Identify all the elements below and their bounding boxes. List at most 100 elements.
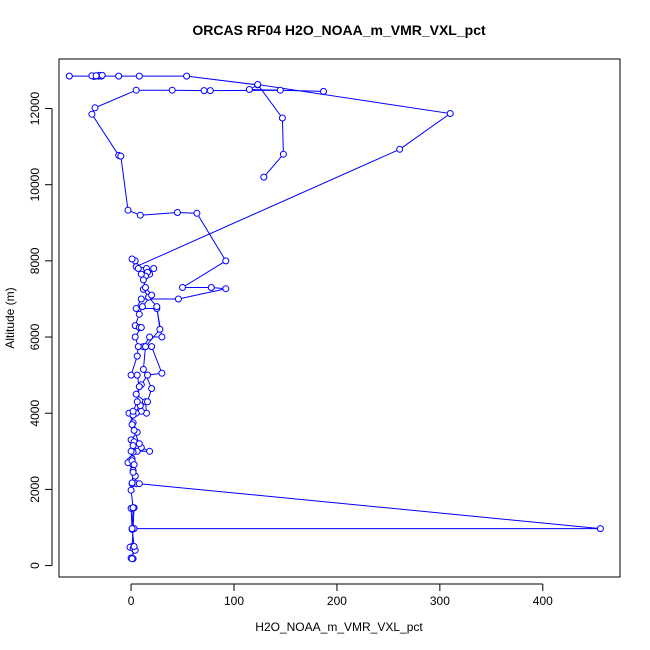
data-point — [279, 150, 287, 158]
data-point — [222, 257, 230, 265]
data-point — [396, 145, 404, 153]
x-tick-label: 200 — [327, 594, 347, 608]
y-tick-label: 0 — [28, 562, 42, 569]
data-point — [596, 525, 604, 533]
data-point — [135, 72, 143, 80]
x-tick-label: 300 — [430, 594, 450, 608]
data-point — [146, 447, 154, 455]
data-point — [200, 87, 208, 95]
data-point — [156, 325, 164, 333]
data-point — [135, 480, 143, 488]
data-point — [88, 110, 96, 118]
data-point — [148, 385, 156, 392]
data-point — [144, 398, 151, 406]
plot-frame — [58, 58, 621, 578]
data-point — [278, 114, 286, 122]
data-point — [128, 421, 136, 429]
data-point — [91, 104, 99, 112]
y-axis: 0 2000 4000 6000 8000 10000 12000 — [28, 92, 53, 569]
data-point — [142, 284, 149, 291]
data-point — [134, 265, 142, 272]
data-point — [139, 276, 147, 284]
data-point — [129, 468, 137, 476]
data-point — [130, 461, 138, 469]
data-point — [139, 365, 147, 373]
data-point — [153, 303, 161, 311]
data-point — [128, 255, 136, 263]
data-point — [168, 86, 176, 94]
data-point — [136, 211, 144, 219]
data-point — [148, 291, 156, 299]
data-point — [183, 72, 191, 80]
data-point — [260, 173, 268, 181]
data-point — [128, 525, 136, 533]
data-point — [150, 265, 158, 272]
data-point — [207, 284, 215, 291]
data-point — [129, 407, 137, 415]
data-point — [127, 486, 135, 494]
y-tick-label: 10000 — [28, 168, 42, 202]
data-point — [124, 206, 132, 214]
data-point — [320, 87, 327, 95]
data-point — [158, 369, 166, 377]
data-point — [144, 371, 151, 379]
data-point — [134, 343, 142, 351]
data-point — [127, 371, 135, 379]
data-point — [138, 303, 146, 311]
data-point — [132, 86, 140, 94]
data-point — [115, 72, 123, 80]
x-axis-label: H2O_NOAA_m_VMR_VXL_pct — [255, 620, 423, 634]
data-point — [132, 390, 140, 398]
data-point — [179, 284, 186, 291]
x-tick-label: 100 — [224, 594, 244, 608]
data-point — [173, 209, 181, 216]
data-point — [65, 72, 73, 80]
data-point — [142, 343, 149, 351]
data-point — [446, 110, 454, 117]
data-point — [137, 295, 145, 303]
data-point — [132, 305, 140, 312]
y-tick-label: 4000 — [28, 400, 42, 427]
data-point — [135, 310, 143, 318]
data-point — [130, 426, 138, 434]
data-point — [129, 504, 137, 512]
x-axis: 0 100 200 300 400 — [128, 583, 553, 608]
data-point — [127, 447, 135, 455]
data-point — [135, 383, 143, 391]
x-tick-label: 0 — [128, 594, 135, 608]
data-point — [137, 324, 145, 331]
data-point — [276, 86, 284, 94]
data-point — [135, 440, 143, 448]
data-point — [129, 442, 137, 450]
data-point — [146, 333, 154, 341]
y-tick-label: 12000 — [28, 92, 42, 126]
series-layer — [65, 71, 604, 563]
data-point — [137, 270, 145, 278]
data-point — [133, 352, 141, 360]
data-point — [222, 285, 230, 293]
chart-title: ORCAS RF04 H2O_NOAA_m_VMR_VXL_pct — [192, 22, 486, 38]
data-point — [174, 295, 182, 303]
data-point — [158, 333, 166, 341]
data-point — [130, 543, 138, 550]
data-point — [245, 86, 253, 93]
data-point — [193, 209, 201, 217]
data-point — [128, 479, 136, 487]
data-point — [117, 152, 125, 160]
data-point — [133, 371, 141, 379]
data-point — [98, 71, 106, 79]
y-tick-label: 2000 — [28, 476, 42, 503]
data-point — [128, 555, 136, 563]
y-tick-label: 8000 — [28, 247, 42, 274]
data-point — [254, 81, 262, 88]
series-line-1 — [69, 75, 601, 560]
data-point — [92, 72, 100, 80]
data-point — [131, 333, 139, 341]
data-point — [148, 343, 156, 351]
y-tick-label: 6000 — [28, 323, 42, 350]
data-point — [133, 398, 141, 406]
data-point — [206, 87, 214, 95]
x-tick-label: 400 — [533, 594, 553, 608]
y-axis-label: Altitude (m) — [3, 287, 17, 348]
